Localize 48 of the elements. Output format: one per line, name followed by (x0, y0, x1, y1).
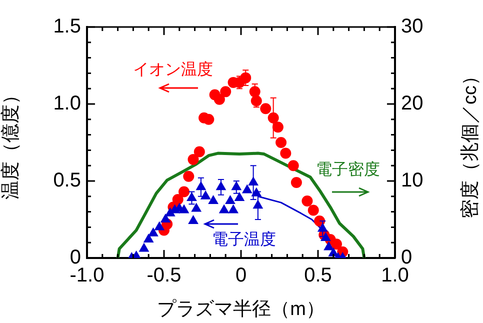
y-axis-title: 温度（億度） (0, 86, 22, 200)
y-tick-label: 1.0 (53, 92, 81, 115)
point (143, 234, 154, 243)
point (188, 154, 199, 165)
x-tick-label: 0.5 (304, 264, 332, 287)
point (203, 114, 214, 125)
y-tick-label: 0.5 (53, 170, 81, 192)
y-tick-label: 1.5 (53, 16, 81, 38)
annotation: イオン温度 (133, 60, 213, 80)
point (220, 86, 232, 98)
point (194, 146, 205, 158)
point (172, 194, 184, 205)
point (276, 137, 287, 148)
point (288, 160, 299, 172)
point (302, 196, 313, 207)
point (208, 195, 218, 204)
x-axis-title: プラズマ半径（m） (157, 298, 325, 320)
point (154, 221, 165, 230)
point (178, 186, 190, 198)
x-tick-label: -0.5 (146, 264, 182, 287)
point (178, 204, 190, 214)
point (290, 177, 302, 188)
point (228, 204, 238, 214)
point (188, 215, 198, 224)
point (324, 241, 334, 250)
point (272, 122, 284, 133)
point (160, 214, 171, 222)
point (280, 148, 292, 159)
point (200, 190, 211, 200)
annotation: 電子密度 (316, 160, 380, 180)
point (191, 202, 202, 212)
point (148, 227, 158, 236)
y2-axis-title: 密度（兆個／cc） (459, 66, 482, 218)
y2-tick-label: 10 (401, 170, 424, 192)
point (183, 170, 194, 182)
point (225, 195, 236, 204)
annotation: 電子温度 (212, 230, 276, 250)
point (260, 103, 272, 114)
point (242, 184, 252, 194)
point (320, 232, 331, 241)
point (138, 242, 150, 252)
x-tick-label: 0 (235, 264, 247, 287)
y2-tick-label: 30 (401, 16, 424, 38)
point (234, 192, 245, 201)
point (308, 204, 319, 216)
y2-tick-label: 20 (401, 92, 424, 115)
point (214, 94, 225, 105)
point (218, 204, 230, 214)
